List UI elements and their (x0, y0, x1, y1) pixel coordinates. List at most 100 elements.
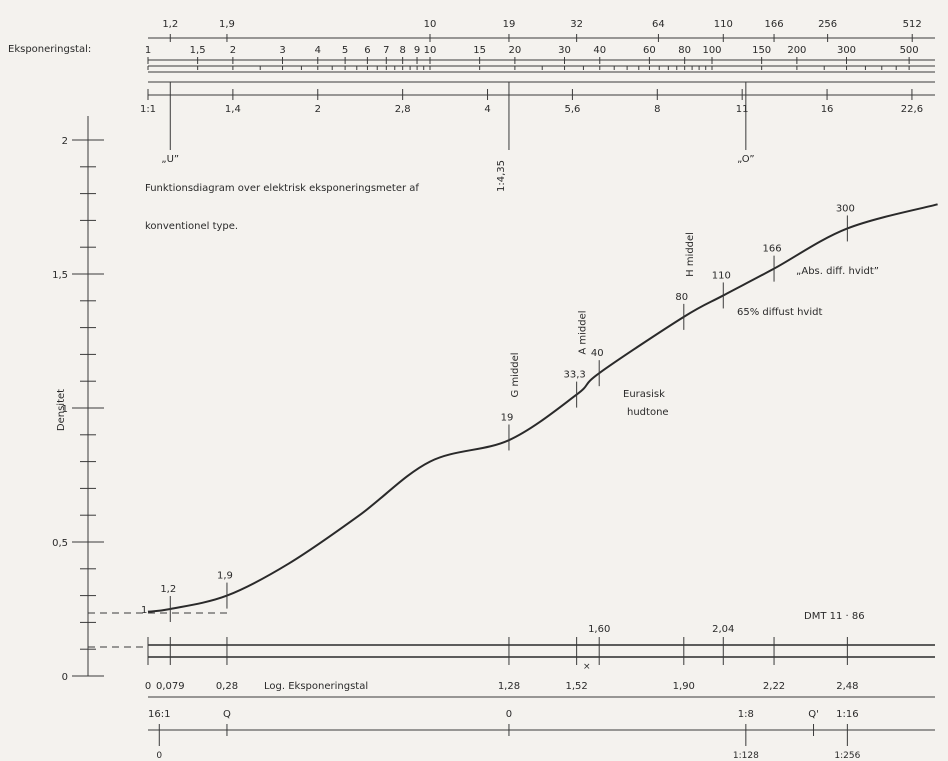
y-tick-label: 0 (62, 672, 68, 683)
annotation-abs-diff-hvidt: „Abs. diff. hvidt” (796, 266, 879, 277)
bottom-lower-tick-label: 1:256 (834, 751, 860, 761)
curve-mark-label: 166 (762, 244, 781, 255)
top-upper-tick-label: 64 (652, 19, 665, 30)
top-main-tick-label: 10 (424, 45, 437, 56)
annotation-eurasisk: Eurasisk (623, 389, 665, 400)
log-tick-label: 1,60 (588, 624, 610, 635)
top-main-tick-label: 3 (279, 45, 285, 56)
bottom-upper-tick-label: 1:8 (738, 709, 754, 720)
top-scale-label: Eksponeringstal: (8, 44, 91, 55)
chart-title-line-1: Funktionsdiagram over elektrisk eksponer… (145, 183, 419, 194)
top-main-tick-label: 1 (145, 45, 151, 56)
log-tick-label: 2,48 (836, 681, 858, 692)
top-main-tick-label: 80 (678, 45, 691, 56)
log-tick-label: 1,52 (566, 681, 588, 692)
top-main-tick-label: 300 (837, 45, 856, 56)
curve-mark-note: A middel (578, 310, 589, 354)
bottom-scale: 16:1 Q 0 1:8 Q' 1:16 0 1:128 1:256 (148, 709, 935, 761)
top-main-tick-label: 30 (558, 45, 571, 56)
log-exposure-axis: 0 0,079 0,28 1,28 1,52 1,60 1,90 2,04 2,22 2,48 L… (145, 611, 935, 698)
curve-mark-note: G middel (510, 352, 521, 397)
top-main-tick-label: 100 (702, 45, 721, 56)
curve-mark-label: 33,3 (564, 370, 586, 381)
curve-mark-label: 1,9 (217, 571, 233, 582)
curve-mark-note: H middel (685, 232, 696, 277)
top-upper-tick-label: 256 (818, 19, 837, 30)
figure-code: DMT 11 · 86 (804, 611, 865, 622)
annotation-diffust-hvidt: 65% diffust hvidt (737, 307, 822, 318)
ratio-scale: 1:1 1,4 2 2,8 4 5,6 8 11 16 22,6 „U” 1:4,35 „O” (140, 82, 935, 192)
log-axis-label: Log. Eksponeringstal (264, 681, 368, 692)
y-axis-label: Densitet (56, 389, 67, 431)
log-tick-label: 0,079 (156, 681, 185, 692)
top-main-tick-label: 8 (399, 45, 405, 56)
bottom-upper-tick-label: 16:1 (148, 709, 170, 720)
bottom-upper-tick-label: Q' (808, 709, 819, 720)
y-tick-label: 1 (62, 404, 68, 415)
chart-title: Funktionsdiagram over elektrisk eksponer… (145, 183, 419, 232)
bottom-scale-lower-ticks: 0 1:128 1:256 (156, 736, 861, 761)
y-tick-label: 0,5 (52, 538, 68, 549)
log-axis-ticks: 0 0,079 0,28 1,28 1,52 1,60 1,90 2,04 2,22 2,48 (145, 624, 859, 692)
bottom-upper-tick-label: 1:16 (836, 709, 858, 720)
ratio-marker-label: „U” (161, 154, 179, 165)
ratio-marker-label: „O” (737, 154, 755, 165)
curve-mark-label: 1,2 (160, 584, 176, 595)
top-upper-tick-label: 110 (714, 19, 733, 30)
chart-title-line-2: konventionel type. (145, 221, 238, 232)
y-axis: 2 1,5 1 0,5 0 Densitet (52, 116, 104, 683)
curve-marks: 1,2 1,9 19 G middel 33,3 A middel 40 80 H middel… (160, 203, 855, 622)
curve-mark-label: 40 (591, 348, 604, 359)
top-upper-tick-label: 10 (424, 19, 437, 30)
ratio-tick-label: 11 (736, 104, 749, 115)
top-main-tick-label: 9 (414, 45, 420, 56)
top-main-tick-label: 20 (509, 45, 522, 56)
top-main-tick-label: 40 (593, 45, 606, 56)
top-main-tick-label: 5 (342, 45, 348, 56)
curve-annotations: Eurasisk hudtone 65% diffust hvidt „Abs.… (141, 266, 879, 616)
top-main-tick-label: 150 (752, 45, 771, 56)
top-upper-tick-label: 1,9 (219, 19, 235, 30)
top-upper-tick-label: 166 (764, 19, 783, 30)
ratio-scale-markers: „U” 1:4,35 „O” (161, 82, 755, 192)
curve-start-label: 1 (141, 605, 147, 616)
ratio-scale-ticks: 1:1 1,4 2 2,8 4 5,6 8 11 16 22,6 (140, 89, 923, 115)
log-tick-label: 0 (145, 681, 151, 692)
top-main-tick-label: 1,5 (190, 45, 206, 56)
bottom-lower-tick-label: 1:128 (733, 751, 759, 761)
y-axis-ticks: 2 1,5 1 0,5 0 (52, 136, 104, 683)
ratio-tick-label: 8 (654, 104, 660, 115)
ratio-tick-label: 22,6 (901, 104, 923, 115)
top-upper-tick-label: 32 (570, 19, 583, 30)
annotation-hudtone: hudtone (627, 407, 669, 418)
curve-mark-label: 19 (501, 412, 514, 423)
ratio-tick-label: 4 (484, 104, 490, 115)
ratio-marker-label: 1:4,35 (496, 160, 507, 192)
ratio-tick-label: 16 (821, 104, 834, 115)
log-tick-label: 0,28 (216, 681, 238, 692)
bottom-lower-tick-label: 0 (156, 751, 162, 761)
log-tick-label: 1,28 (498, 681, 520, 692)
top-scale-main-ticks: 1 1,5 2 3 4 5 6 7 8 9 10 15 20 30 40 60 80 100 150 200 300 50… (145, 45, 919, 64)
top-main-tick-label: 4 (315, 45, 321, 56)
ratio-tick-label: 1:1 (140, 104, 156, 115)
ratio-tick-label: 5,6 (564, 104, 580, 115)
top-scale-upper-ticks: 1,2 1,9 10 19 32 64 110 166 256 512 (162, 19, 922, 42)
ratio-tick-label: 2 (315, 104, 321, 115)
bottom-scale-upper-ticks: 16:1 Q 0 1:8 Q' 1:16 (148, 709, 859, 736)
top-main-tick-label: 60 (643, 45, 656, 56)
bottom-upper-tick-label: 0 (506, 709, 512, 720)
top-upper-tick-label: 512 (903, 19, 922, 30)
curve-mark-label: 110 (712, 270, 731, 281)
top-exposure-scale: Eksponeringstal: 1,2 1,9 10 19 32 64 110 166 256… (8, 19, 935, 83)
top-upper-tick-label: 1,2 (162, 19, 178, 30)
top-main-tick-label: 200 (787, 45, 806, 56)
top-scale-minor-ticks (147, 66, 910, 70)
ratio-tick-label: 2,8 (395, 104, 411, 115)
log-tick-label: 2,22 (763, 681, 785, 692)
top-main-tick-label: 500 (900, 45, 919, 56)
curve-mark-label: 300 (836, 203, 855, 214)
ratio-tick-label: 1,4 (225, 104, 241, 115)
top-main-tick-label: 6 (364, 45, 370, 56)
